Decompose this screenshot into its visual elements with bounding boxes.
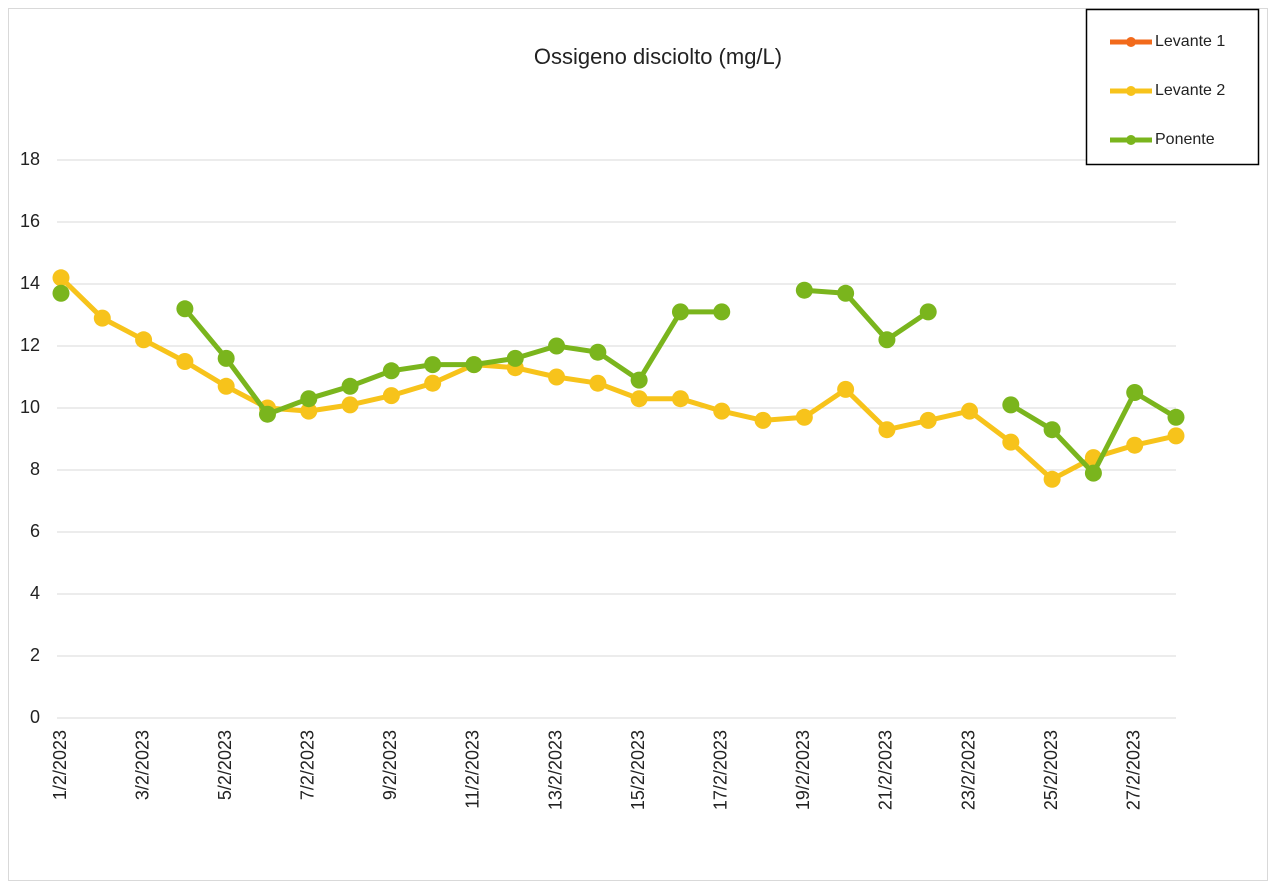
data-point xyxy=(589,374,607,392)
legend-label: Levante 2 xyxy=(1155,82,1225,99)
y-tick-label: 8 xyxy=(30,459,40,479)
data-point xyxy=(424,356,442,374)
legend-marker xyxy=(1126,86,1136,96)
data-point xyxy=(1167,427,1185,445)
data-point xyxy=(630,390,648,408)
data-point xyxy=(713,402,731,420)
x-tick-label: 27/2/2023 xyxy=(1123,730,1143,810)
data-point xyxy=(878,421,896,439)
chart-frame xyxy=(8,8,1268,881)
data-point xyxy=(1043,470,1061,488)
y-tick-label: 18 xyxy=(20,149,40,169)
x-tick-label: 25/2/2023 xyxy=(1041,730,1061,810)
data-point xyxy=(795,281,813,299)
x-tick-label: 13/2/2023 xyxy=(545,730,565,810)
legend-label: Ponente xyxy=(1155,131,1215,148)
data-point xyxy=(589,343,607,361)
data-point xyxy=(837,284,855,302)
data-point xyxy=(1167,408,1185,426)
data-point xyxy=(465,356,483,374)
data-point xyxy=(176,300,194,318)
data-point xyxy=(1126,384,1144,401)
x-tick-label: 5/2/2023 xyxy=(215,730,235,800)
y-tick-label: 0 xyxy=(30,707,40,727)
legend-marker xyxy=(1126,135,1136,145)
legend-marker xyxy=(1126,37,1136,47)
legend-label: Levante 1 xyxy=(1155,33,1225,50)
y-tick-label: 6 xyxy=(30,521,40,541)
data-point xyxy=(713,303,731,321)
data-point xyxy=(176,353,194,370)
data-point xyxy=(93,309,111,327)
data-point xyxy=(671,390,689,408)
data-point xyxy=(919,303,937,321)
x-tick-label: 9/2/2023 xyxy=(380,730,400,800)
data-point xyxy=(382,362,400,380)
data-point xyxy=(341,396,359,414)
x-tick-label: 15/2/2023 xyxy=(628,730,648,810)
y-tick-label: 16 xyxy=(20,211,40,231)
data-point xyxy=(135,331,153,349)
x-tick-label: 11/2/2023 xyxy=(463,730,483,809)
data-point xyxy=(1043,421,1061,439)
series-line xyxy=(59,276,1177,482)
data-point xyxy=(795,408,813,426)
x-tick-label: 17/2/2023 xyxy=(710,730,730,810)
data-point xyxy=(630,371,648,389)
y-tick-label: 10 xyxy=(20,397,40,417)
data-point xyxy=(1084,464,1102,482)
data-point xyxy=(1126,436,1144,454)
chart-title: Ossigeno disciolto (mg/L) xyxy=(534,44,782,69)
x-tick-label: 1/2/2023 xyxy=(50,730,70,800)
data-point xyxy=(754,411,772,429)
data-point xyxy=(506,349,524,367)
data-point xyxy=(217,349,235,367)
data-point xyxy=(300,390,318,408)
y-tick-label: 14 xyxy=(20,273,40,293)
y-tick-label: 12 xyxy=(20,335,40,355)
y-tick-label: 4 xyxy=(30,583,40,603)
x-tick-label: 21/2/2023 xyxy=(876,730,896,810)
data-point xyxy=(258,405,276,423)
x-tick-label: 23/2/2023 xyxy=(958,730,978,810)
data-point xyxy=(52,269,70,287)
data-point xyxy=(424,374,442,392)
data-point xyxy=(341,377,359,395)
data-point xyxy=(1002,433,1020,451)
x-tick-label: 19/2/2023 xyxy=(793,730,813,810)
data-point xyxy=(300,402,318,420)
data-point xyxy=(217,377,235,395)
data-point xyxy=(382,387,400,405)
data-point xyxy=(548,368,566,386)
data-point xyxy=(52,284,70,302)
data-point xyxy=(548,337,566,355)
data-point xyxy=(837,380,855,398)
data-point xyxy=(961,402,979,420)
x-tick-label: 7/2/2023 xyxy=(298,730,318,800)
data-point xyxy=(919,411,937,429)
data-point xyxy=(878,331,896,349)
data-point xyxy=(1002,396,1020,414)
data-point xyxy=(671,303,689,321)
x-tick-label: 3/2/2023 xyxy=(132,730,152,800)
y-tick-label: 2 xyxy=(30,645,40,665)
